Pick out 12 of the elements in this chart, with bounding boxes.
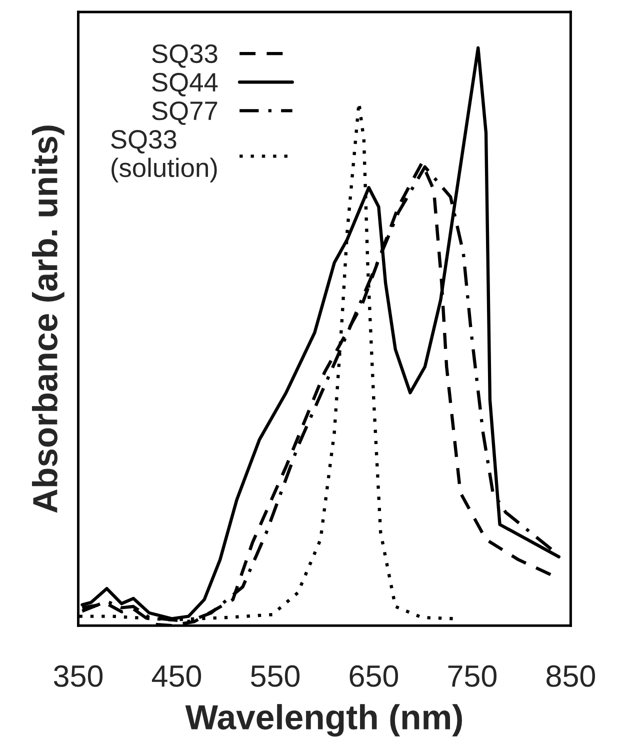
legend-label: SQ77: [152, 101, 218, 125]
x-axis-title: Wavelength (nm): [185, 704, 462, 737]
x-tick-label: 350: [54, 665, 103, 687]
legend-label: SQ33: [152, 44, 218, 68]
legend-label: SQ33 (solution): [111, 130, 217, 182]
x-tick-label: 450: [152, 665, 202, 687]
x-tick-label: 650: [350, 665, 398, 687]
y-axis-title: Absorbance (arb. units): [32, 126, 64, 513]
x-tick-label: 550: [250, 665, 300, 687]
x-tick-label: 750: [448, 665, 497, 687]
legend-label: SQ44: [152, 72, 218, 96]
x-tick-label: 850: [546, 665, 595, 687]
